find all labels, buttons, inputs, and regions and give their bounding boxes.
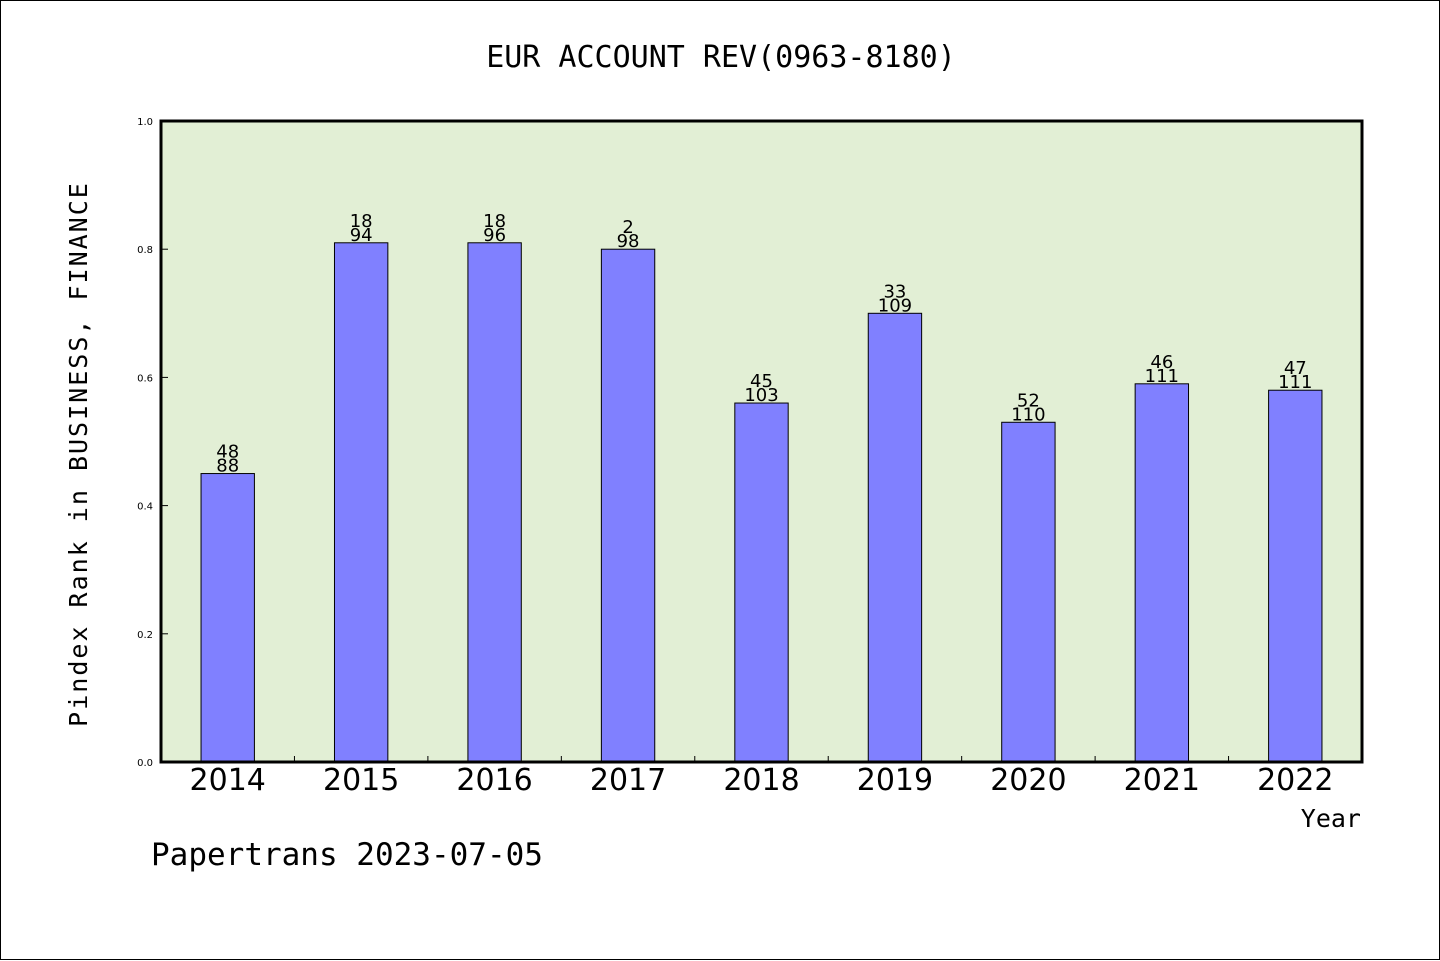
bar-2019: [867, 312, 923, 763]
bar-label-bottom-2014: 88: [216, 456, 239, 477]
x-tick-label-2021: 2021: [1124, 763, 1200, 798]
bar-label-top-2020: 52: [1017, 390, 1040, 411]
bar-label-top-2019: 33: [883, 281, 906, 302]
bar-label-top-2022: 47: [1284, 358, 1307, 379]
bar-2020: [1001, 421, 1056, 763]
x-tick-label-2015: 2015: [323, 763, 399, 798]
x-tick-label-2014: 2014: [190, 763, 266, 798]
y-tick-label-0.0: 0.0: [137, 758, 153, 769]
y-tick-label-0.6: 0.6: [137, 373, 153, 384]
bar-2015: [333, 242, 389, 763]
y-tick-label-1.0: 1.0: [137, 117, 153, 128]
bar-2017: [600, 248, 656, 763]
bar-2021: [1134, 383, 1190, 763]
bar-label-bottom-2022: 111: [1278, 372, 1312, 393]
bar-label-bottom-2019: 109: [878, 295, 912, 316]
plot-border: [159, 119, 1364, 764]
bar-2016: [467, 242, 522, 763]
x-tick-label-2016: 2016: [456, 763, 532, 798]
bar-label-top-2017: 2: [622, 217, 633, 238]
x-tick-label-2017: 2017: [590, 763, 666, 798]
x-tick-label-2020: 2020: [990, 763, 1066, 798]
bars-layer: [200, 242, 1323, 763]
bar-2022: [1268, 389, 1323, 763]
x-tick-label-2022: 2022: [1257, 763, 1333, 798]
bar-label-bottom-2018: 103: [744, 385, 778, 406]
bar-2014: [200, 473, 255, 763]
y-axis-label: Pindex Rank in BUSINESS, FINANCE: [64, 181, 93, 727]
bar-label-top-2021: 46: [1150, 352, 1173, 373]
bar-label-top-2015: 18: [350, 211, 373, 232]
y-tick-label-0.8: 0.8: [137, 245, 153, 256]
bar-label-top-2014: 48: [216, 442, 239, 463]
x-axis: 2014 2015 2016 2017 2018 2019 2020 2021 2022: [190, 756, 1333, 798]
bar-label-bottom-2017: 98: [617, 231, 640, 252]
x-tick-label-2019: 2019: [857, 763, 933, 798]
bar-label-bottom-2020: 110: [1011, 404, 1045, 425]
x-axis-label: Year: [1301, 804, 1361, 833]
bar-label-bottom-2021: 111: [1145, 366, 1179, 387]
bar-label-top-2016: 18: [483, 211, 506, 232]
y-tick-label-0.2: 0.2: [137, 630, 153, 641]
bar-2018: [734, 402, 789, 763]
credit-text: Papertrans 2023-07-05: [151, 837, 543, 873]
bar-label-top-2018: 45: [750, 371, 773, 392]
x-tick-label-2018: 2018: [723, 763, 799, 798]
bar-label-bottom-2016: 96: [483, 225, 506, 246]
bar-label-bottom-2015: 94: [350, 225, 373, 246]
chart-title: EUR ACCOUNT REV(0963-8180): [486, 40, 956, 75]
y-tick-label-0.4: 0.4: [137, 502, 153, 513]
